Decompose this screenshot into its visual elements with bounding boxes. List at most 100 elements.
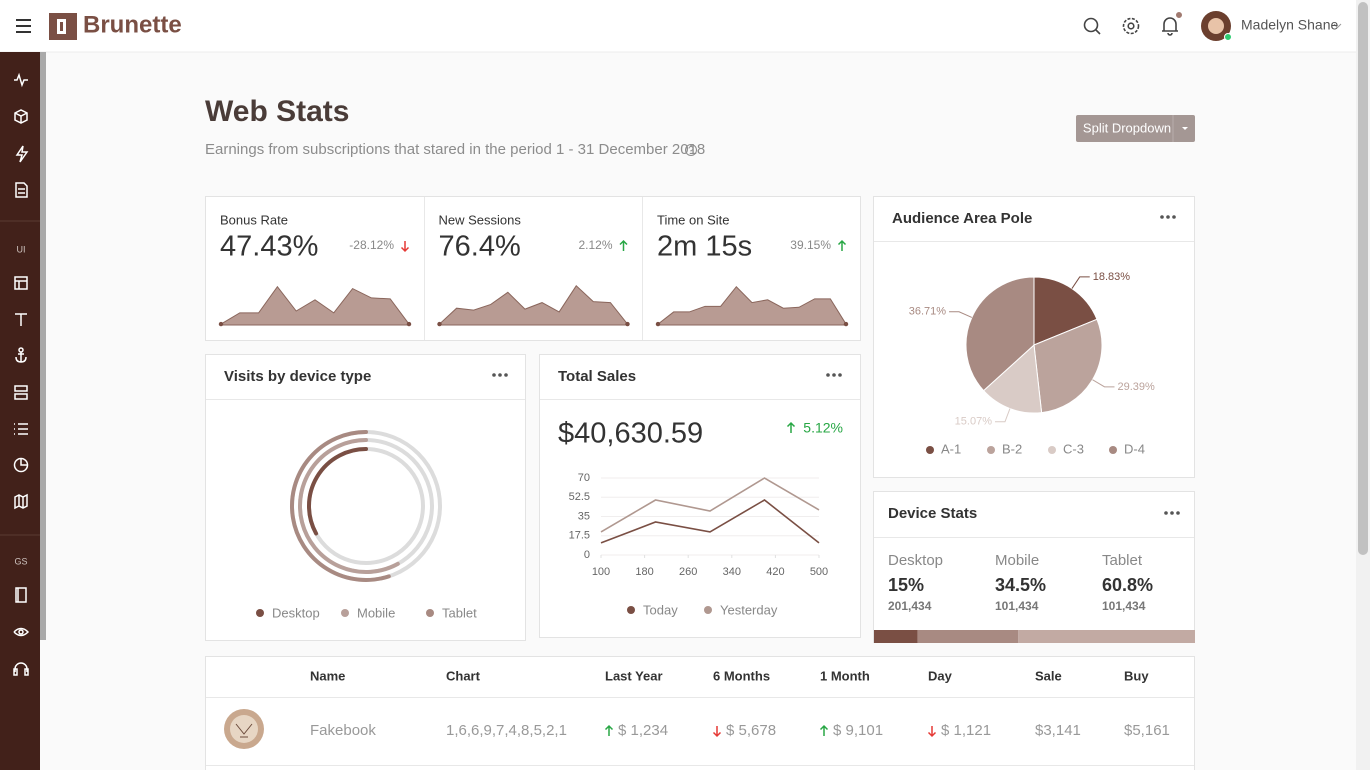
column-header: 6 Months [713, 668, 770, 683]
sidebar-icon[interactable] [15, 587, 27, 603]
help-icon[interactable] [685, 144, 697, 156]
kpi-label: New Sessions [439, 212, 522, 227]
top-bar [0, 0, 1356, 52]
legend-swatch [256, 609, 264, 617]
search-button[interactable] [1083, 17, 1101, 35]
sidebar-icon[interactable] [15, 313, 27, 326]
y-tick-label: 17.5 [569, 530, 590, 542]
trend-arrow [604, 724, 614, 736]
card-title: Visits by device type [224, 368, 371, 385]
legend-label: B-2 [1002, 441, 1022, 456]
sidebar-icon[interactable] [14, 276, 28, 290]
y-tick-label: 0 [584, 549, 590, 561]
sidebar-icon[interactable] [13, 72, 30, 676]
column-header: 1 Month [820, 668, 870, 683]
menu-button[interactable] [16, 19, 31, 33]
card-title: Audience Area Pole [892, 210, 1032, 227]
logo[interactable] [49, 13, 77, 40]
card-menu[interactable] [1166, 215, 1170, 219]
button-label[interactable]: Split Dropdown [1083, 120, 1171, 135]
card-divider [206, 197, 1194, 766]
brand: Brunette [83, 11, 182, 38]
table-cell: $ 1,121 [941, 722, 991, 739]
sidebar-icon[interactable] [20, 458, 28, 466]
ring-bar [307, 447, 368, 536]
logo[interactable] [60, 22, 63, 31]
user-name[interactable]: Madelyn Shane [1241, 17, 1339, 33]
legend-swatch [1048, 446, 1056, 454]
sparkline-point [625, 321, 630, 327]
legend-swatch [426, 609, 434, 617]
split-dropdown[interactable] [1076, 115, 1195, 142]
card-menu[interactable] [504, 373, 508, 377]
trend-arrow [619, 239, 628, 251]
sidebar-icon[interactable] [15, 352, 27, 363]
x-tick-label: 420 [766, 566, 784, 578]
sidebar-icon[interactable] [14, 385, 28, 400]
column-header: Sale [1035, 668, 1062, 683]
legend-swatch [341, 609, 349, 617]
progress-segment [874, 630, 918, 643]
trend-arrow [837, 239, 847, 251]
settings-button[interactable] [1122, 17, 1140, 35]
card-menu[interactable] [838, 373, 842, 377]
legend-label: C-3 [1063, 441, 1084, 456]
sidebar-icon[interactable] [15, 145, 29, 163]
stat-count: 101,434 [1102, 599, 1146, 613]
split-dropdown[interactable] [1182, 127, 1188, 130]
slice-label: 15.07% [955, 416, 993, 428]
user-menu[interactable] [1333, 23, 1342, 29]
card [205, 354, 526, 641]
sidebar-icon[interactable] [18, 347, 24, 353]
card-menu[interactable] [1172, 215, 1176, 219]
card-menu[interactable] [492, 215, 1180, 515]
settings-button[interactable] [1122, 17, 1140, 35]
legend-label: Mobile [357, 605, 395, 620]
user-menu[interactable] [1208, 18, 1224, 34]
search-button[interactable] [1083, 17, 1099, 33]
sparkline-area [220, 285, 410, 326]
card [205, 656, 1195, 770]
stat-count: 101,434 [995, 599, 1039, 613]
sparkline-point [218, 321, 224, 327]
help-icon[interactable] [688, 146, 694, 152]
legend-label: Yesterday [720, 602, 778, 617]
card-menu[interactable] [1160, 215, 1164, 219]
notifications-button[interactable] [1162, 11, 1183, 36]
card-menu[interactable] [826, 373, 830, 377]
settings-button[interactable] [1127, 22, 1135, 30]
sparkline-area [657, 285, 847, 326]
legend-label: Tablet [442, 605, 477, 620]
sidebar-icon[interactable] [14, 493, 28, 510]
stat-label: Tablet [1102, 552, 1143, 569]
card-menu[interactable] [1176, 511, 1180, 515]
legend-swatch [704, 606, 712, 614]
progress-segment [1018, 630, 1195, 643]
legend-label: Today [643, 602, 678, 617]
card-menu[interactable] [492, 373, 496, 377]
notifications-button[interactable] [1162, 17, 1178, 36]
scrollbar-thumb[interactable] [1358, 2, 1368, 555]
sidebar-icon[interactable] [13, 662, 29, 676]
notifications-button[interactable] [1175, 11, 1183, 19]
sidebar-icon[interactable] [18, 629, 24, 635]
card-title: Device Stats [888, 505, 977, 522]
help-icon[interactable] [685, 144, 697, 156]
search-button[interactable] [1095, 29, 1101, 35]
card-menu[interactable] [1170, 511, 1174, 515]
sidebar-icon[interactable] [14, 109, 28, 124]
sidebar-icon[interactable] [13, 627, 30, 637]
user-menu[interactable] [1224, 33, 1232, 41]
leader-line [949, 311, 973, 318]
sidebar-icon[interactable] [15, 182, 28, 198]
split-dropdown[interactable] [1076, 115, 1195, 142]
card-menu[interactable] [832, 373, 836, 377]
pie-slice [1033, 276, 1098, 346]
card-menu[interactable] [1164, 511, 1168, 515]
pie-slice [1033, 318, 1103, 414]
sidebar-icon[interactable] [14, 72, 28, 88]
kpi-value: 76.4% [439, 231, 521, 263]
sidebar-icon[interactable] [14, 423, 28, 435]
card-menu[interactable] [498, 373, 502, 377]
user-menu[interactable] [1201, 11, 1342, 41]
